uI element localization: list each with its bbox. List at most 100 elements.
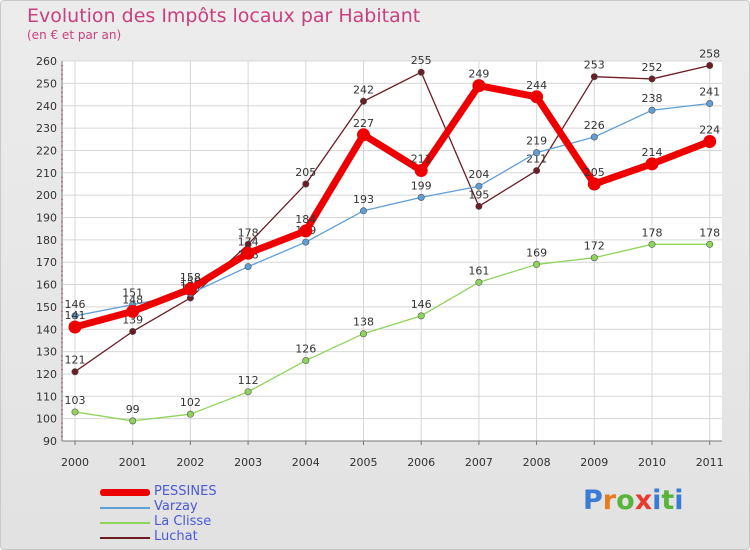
data-label-luchat: 139 xyxy=(122,313,143,326)
y-tick-label: 210 xyxy=(36,167,57,180)
data-label-pessines: 174 xyxy=(238,235,259,248)
data-label-pessines: 244 xyxy=(526,79,547,92)
data-point-pessines xyxy=(587,177,601,191)
data-label-luchat: 121 xyxy=(65,354,86,367)
data-label-luchat: 258 xyxy=(699,48,720,61)
data-label-pessines: 158 xyxy=(180,271,201,284)
data-point-varzay xyxy=(302,238,310,246)
data-point-pessines xyxy=(472,79,486,93)
data-point-pessines xyxy=(357,128,370,142)
data-point-luchat xyxy=(71,368,79,376)
data-point-pessines xyxy=(183,282,197,296)
data-point-varzay xyxy=(417,193,425,201)
data-label-varzay: 199 xyxy=(411,179,432,192)
data-label-varzay: 219 xyxy=(526,135,547,148)
data-label-pessines: 249 xyxy=(468,68,489,81)
legend-swatch xyxy=(100,537,150,539)
data-point-la-clisse xyxy=(302,357,310,365)
y-tick-label: 200 xyxy=(36,189,57,202)
legend-swatch xyxy=(100,507,150,509)
data-point-varzay xyxy=(475,182,483,190)
y-tick-label: 140 xyxy=(36,323,57,336)
y-tick-label: 250 xyxy=(36,77,57,90)
legend-item-pessines: PESSINES xyxy=(100,484,300,500)
legend-label: Varzay xyxy=(154,499,198,514)
data-point-luchat xyxy=(706,62,714,70)
data-label-pessines: 141 xyxy=(65,309,86,322)
data-point-luchat xyxy=(475,202,483,210)
data-point-la-clisse xyxy=(533,260,541,268)
legend-item-varzay: Varzay xyxy=(100,499,300,515)
y-tick-label: 90 xyxy=(43,435,57,448)
data-label-pessines: 148 xyxy=(122,293,143,306)
data-point-la-clisse xyxy=(648,240,656,248)
data-label-la-clisse: 161 xyxy=(468,264,489,277)
data-label-la-clisse: 99 xyxy=(126,403,140,416)
data-label-varzay: 241 xyxy=(699,86,720,99)
data-point-la-clisse xyxy=(129,417,137,425)
y-tick-label: 170 xyxy=(36,256,57,269)
data-point-pessines xyxy=(414,164,428,178)
x-tick-label: 2009 xyxy=(580,456,608,469)
data-point-la-clisse xyxy=(706,240,714,248)
x-tick-label: 2004 xyxy=(292,456,320,469)
legend-label: Luchat xyxy=(154,529,198,544)
data-point-la-clisse xyxy=(359,330,367,338)
y-tick-label: 120 xyxy=(36,368,57,381)
data-label-la-clisse: 146 xyxy=(411,298,432,311)
data-label-luchat: 253 xyxy=(584,59,605,72)
data-point-varzay xyxy=(533,149,541,157)
data-label-luchat: 205 xyxy=(295,166,316,179)
chart-title: Evolution des Impôts locaux par Habitant xyxy=(27,5,421,27)
data-point-varzay xyxy=(706,100,714,108)
data-label-varzay: 146 xyxy=(65,298,86,311)
x-tick-label: 2007 xyxy=(465,456,493,469)
x-tick-label: 2001 xyxy=(119,456,147,469)
data-point-varzay xyxy=(359,207,367,215)
legend-swatch xyxy=(100,489,150,496)
y-tick-label: 260 xyxy=(36,55,57,68)
data-point-pessines xyxy=(241,246,255,260)
data-label-pessines: 184 xyxy=(295,213,316,226)
data-point-luchat xyxy=(648,75,656,83)
x-tick-label: 2010 xyxy=(638,456,666,469)
y-tick-label: 230 xyxy=(36,122,57,135)
data-point-varzay xyxy=(71,312,79,320)
data-label-varzay: 193 xyxy=(353,193,374,206)
data-point-pessines xyxy=(299,224,313,238)
data-point-luchat xyxy=(129,327,137,335)
data-label-la-clisse: 126 xyxy=(295,343,316,356)
legend-label: La Clisse xyxy=(154,514,212,529)
x-tick-label: 2011 xyxy=(696,456,724,469)
data-point-la-clisse xyxy=(417,312,425,320)
data-point-pessines xyxy=(645,157,659,171)
proxiti-logo: Proxiti xyxy=(583,485,684,516)
legend-item-la-clisse: La Clisse xyxy=(100,514,300,530)
legend-item-luchat: Luchat xyxy=(100,529,300,545)
data-label-varzay: 226 xyxy=(584,119,605,132)
data-point-la-clisse xyxy=(475,278,483,286)
chart-subtitle: (en € et par an) xyxy=(27,28,122,42)
data-point-luchat xyxy=(417,68,425,76)
data-label-pessines: 224 xyxy=(699,124,720,137)
x-tick-label: 2006 xyxy=(407,456,435,469)
data-label-pessines: 227 xyxy=(353,117,374,130)
x-tick-label: 2005 xyxy=(350,456,378,469)
data-label-luchat: 255 xyxy=(411,54,432,67)
series-line-pessines xyxy=(74,82,711,331)
legend-swatch xyxy=(100,522,150,524)
data-label-la-clisse: 178 xyxy=(642,226,663,239)
y-tick-label: 190 xyxy=(36,212,57,225)
data-label-luchat: 252 xyxy=(642,61,663,74)
data-label-la-clisse: 102 xyxy=(180,396,201,409)
data-label-la-clisse: 178 xyxy=(699,226,720,239)
data-point-pessines xyxy=(530,90,544,104)
series-line-la-clisse xyxy=(74,243,710,422)
y-tick-label: 100 xyxy=(36,413,57,426)
data-label-pessines: 211 xyxy=(411,153,432,166)
x-tick-label: 2002 xyxy=(176,456,204,469)
y-tick-label: 130 xyxy=(36,346,57,359)
data-point-varzay xyxy=(244,263,252,271)
data-label-pessines: 205 xyxy=(584,166,605,179)
x-tick-label: 2008 xyxy=(523,456,551,469)
